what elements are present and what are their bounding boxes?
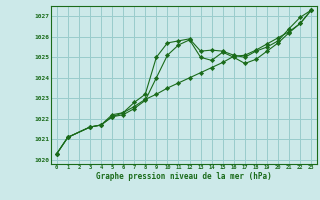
X-axis label: Graphe pression niveau de la mer (hPa): Graphe pression niveau de la mer (hPa) (96, 172, 272, 181)
